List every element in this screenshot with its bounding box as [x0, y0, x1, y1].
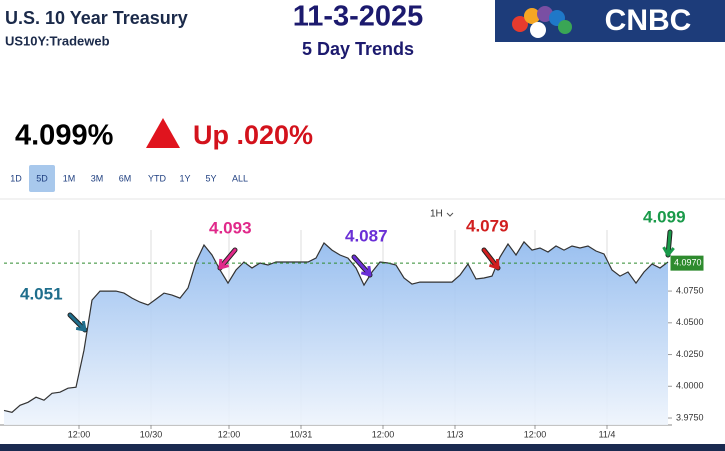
x-tick-label: 12:00 — [218, 429, 241, 439]
annotation-arrowhead — [662, 246, 675, 257]
range-button[interactable]: 6M — [119, 173, 132, 183]
x-tick-label: 12:00 — [372, 429, 395, 439]
annotation-arrowhead — [218, 258, 230, 270]
line — [3, 240, 669, 413]
range-button[interactable]: 1D — [10, 173, 22, 183]
annotation: 4.099 — [643, 207, 686, 226]
last-price-label: 4.0970 — [674, 258, 702, 268]
annotation-arrowhead — [488, 258, 500, 270]
range-button[interactable]: 1Y — [179, 173, 190, 183]
range-button[interactable]: YTD — [148, 173, 167, 183]
annotation-arrow — [218, 248, 237, 270]
last-price-tag — [670, 255, 704, 271]
peacock — [512, 6, 572, 38]
annotation: 4.051 — [20, 284, 63, 303]
y-tick-label: 4.0250 — [676, 349, 704, 359]
range-button[interactable]: ALL — [232, 173, 248, 183]
subtitle: 5 Day Trends — [302, 39, 414, 59]
y-tick-label: 4.0500 — [676, 317, 704, 327]
y-tick-label: 4.0000 — [676, 381, 704, 391]
price: 4.099% — [15, 120, 114, 152]
x-tick-label: 12:00 — [524, 429, 547, 439]
interval-select[interactable]: 1H — [430, 209, 443, 220]
y-tick-label: 3.9750 — [676, 412, 704, 422]
quote-title: U.S. 10 Year Treasury — [5, 8, 188, 28]
annotation-arrow — [666, 230, 672, 257]
y-tick-label: 4.0750 — [676, 285, 704, 295]
area-fill — [4, 241, 668, 425]
annotation: 4.079 — [466, 216, 509, 235]
x-tick-label: 12:00 — [68, 429, 91, 439]
x-tick-label: 10/30 — [140, 429, 163, 439]
x-tick-label: 10/31 — [290, 429, 313, 439]
range-buttons: 1D 5D 1M 3M 6M YTD 1Y 5Y ALL — [10, 165, 248, 192]
date: 11-3-2025 — [293, 1, 424, 33]
chart: 12:00 10/30 12:00 10/31 12:00 11/3 12:00 11/4 3.… — [0, 207, 704, 439]
annotation-arrowhead — [75, 320, 87, 332]
interval-caret — [446, 212, 454, 217]
up-triangle — [146, 118, 180, 148]
annotation-arrow — [352, 255, 372, 277]
annotation-arrow — [68, 313, 87, 332]
range-button[interactable]: 5D — [36, 173, 48, 183]
logo-text: CNBC — [605, 4, 692, 37]
annotation-arrow — [482, 248, 500, 270]
range-button[interactable]: 5Y — [205, 173, 216, 183]
range-button-selected — [29, 165, 55, 192]
price-change: Up .020% — [193, 120, 313, 150]
annotation: 4.093 — [209, 218, 252, 237]
range-button[interactable]: 3M — [91, 173, 104, 183]
x-tick-label: 11/4 — [599, 429, 616, 439]
logo: CNBC — [495, 0, 725, 42]
x-tick-label: 11/3 — [447, 429, 464, 439]
annotation: 4.087 — [345, 226, 388, 245]
annotation-arrowhead — [360, 265, 372, 277]
quote-symbol: US10Y:Tradeweb — [5, 33, 110, 48]
bottom-bar — [0, 444, 725, 451]
range-button[interactable]: 1M — [63, 173, 76, 183]
